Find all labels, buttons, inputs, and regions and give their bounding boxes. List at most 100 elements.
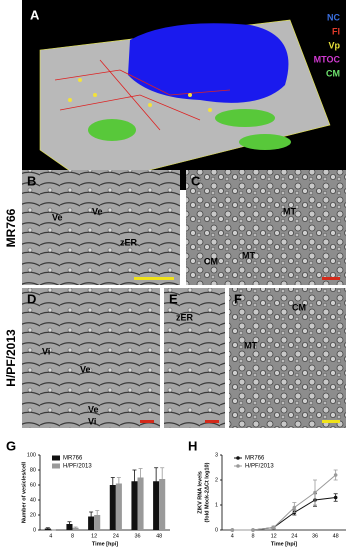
x-tick-label: 12 — [271, 533, 277, 539]
y-tick-label: 40 — [30, 497, 36, 503]
legend-label: MTOC — [314, 54, 341, 64]
bar — [72, 527, 79, 530]
row-label: H/PF/2013 — [4, 329, 18, 387]
annotation: Ve — [88, 404, 99, 414]
em-image — [186, 170, 346, 285]
bar — [153, 481, 160, 530]
panel-label: H — [188, 438, 197, 453]
legend-swatch — [52, 463, 60, 469]
y-tick-label: 100 — [27, 452, 36, 458]
scale-bar — [322, 420, 340, 423]
marker — [333, 473, 338, 477]
legend-label: MR766 — [245, 456, 265, 462]
annotation: MT — [244, 340, 257, 350]
legend-swatch — [52, 455, 60, 461]
x-axis-label: Time [hpi] — [271, 541, 297, 547]
bar — [115, 483, 122, 530]
x-tick-label: 12 — [91, 533, 97, 539]
error-bar — [95, 510, 100, 520]
x-tick-label: 8 — [251, 533, 254, 539]
legend-label: CM — [326, 68, 340, 78]
marker — [292, 505, 297, 510]
panel-a-render — [22, 0, 346, 190]
error-bar — [154, 467, 159, 495]
legend-label: Vp — [328, 40, 340, 50]
legend-label: H/PF/2013 — [245, 464, 274, 470]
error-bar — [45, 527, 50, 530]
x-tick-label: 24 — [113, 533, 119, 539]
bar — [88, 516, 95, 530]
panel-label: B — [27, 173, 36, 188]
error-bar — [110, 477, 115, 493]
scale-bar — [134, 277, 174, 280]
y-tick-label: 0 — [33, 527, 36, 533]
panel-label: G — [6, 438, 16, 453]
error-bar — [132, 469, 137, 493]
annotation: MT — [242, 250, 255, 260]
error-bar — [138, 468, 143, 487]
legend-label: H/PF/2013 — [63, 464, 92, 470]
legend-swatch — [236, 464, 240, 468]
em-image — [164, 288, 225, 428]
bar — [109, 485, 116, 530]
em-image — [229, 288, 346, 428]
annotation: Ve — [92, 206, 103, 216]
y-tick-label: 0 — [215, 527, 218, 533]
line — [232, 497, 336, 531]
y-tick-label: 20 — [30, 512, 36, 518]
legend-label: FI — [332, 26, 340, 36]
panel-label: A — [30, 7, 40, 22]
y-tick-label: 80 — [30, 467, 36, 473]
annotation: Ve — [52, 212, 63, 222]
bar — [137, 477, 144, 530]
bar — [159, 479, 166, 530]
panel-label: E — [169, 291, 178, 306]
y-axis-label: ZIKV RNA levels — [197, 471, 203, 514]
annotation: MT — [283, 206, 296, 216]
marker — [251, 528, 255, 532]
marker — [333, 495, 338, 500]
x-axis-label: Time [hpi] — [92, 541, 118, 547]
panel-label: C — [191, 173, 201, 188]
marker — [271, 525, 276, 530]
x-tick-label: 48 — [156, 533, 162, 539]
bar — [66, 524, 73, 530]
x-tick-label: 24 — [291, 533, 297, 539]
panel-label: F — [234, 291, 242, 306]
panel-label: D — [27, 291, 36, 306]
error-bar — [160, 467, 165, 491]
scale-bar — [322, 277, 340, 280]
annotation: CM — [204, 256, 218, 266]
annotation: Vi — [42, 346, 50, 356]
error-bar — [67, 521, 72, 527]
x-tick-label: 4 — [231, 533, 234, 539]
legend-label: MR766 — [63, 456, 83, 462]
x-tick-label: 8 — [71, 533, 74, 539]
legend-swatch — [236, 456, 240, 460]
annotation: zER — [176, 312, 194, 322]
em-image — [22, 170, 180, 285]
error-bar — [89, 511, 94, 521]
y-axis-label: (fold Mock-2ΔCt log10) — [204, 462, 210, 522]
marker — [313, 490, 317, 495]
error-bar — [73, 526, 78, 529]
x-tick-label: 36 — [312, 533, 318, 539]
annotation: CM — [292, 302, 306, 312]
x-tick-label: 36 — [134, 533, 140, 539]
error-bar — [116, 477, 121, 490]
y-tick-label: 60 — [30, 482, 36, 488]
line — [232, 474, 336, 531]
y-axis-label: Number of vesicles/cell — [21, 461, 27, 523]
scale-bar — [205, 420, 219, 423]
x-tick-label: 48 — [333, 533, 339, 539]
marker — [230, 528, 235, 532]
legend-label: NC — [327, 12, 340, 22]
y-tick-label: 2 — [215, 477, 218, 483]
row-label: MR766 — [4, 208, 18, 247]
y-tick-label: 3 — [215, 452, 218, 458]
x-tick-label: 4 — [49, 533, 52, 539]
annotation: zER — [120, 237, 138, 247]
y-tick-label: 1 — [215, 502, 218, 508]
annotation: Ve — [80, 364, 91, 374]
